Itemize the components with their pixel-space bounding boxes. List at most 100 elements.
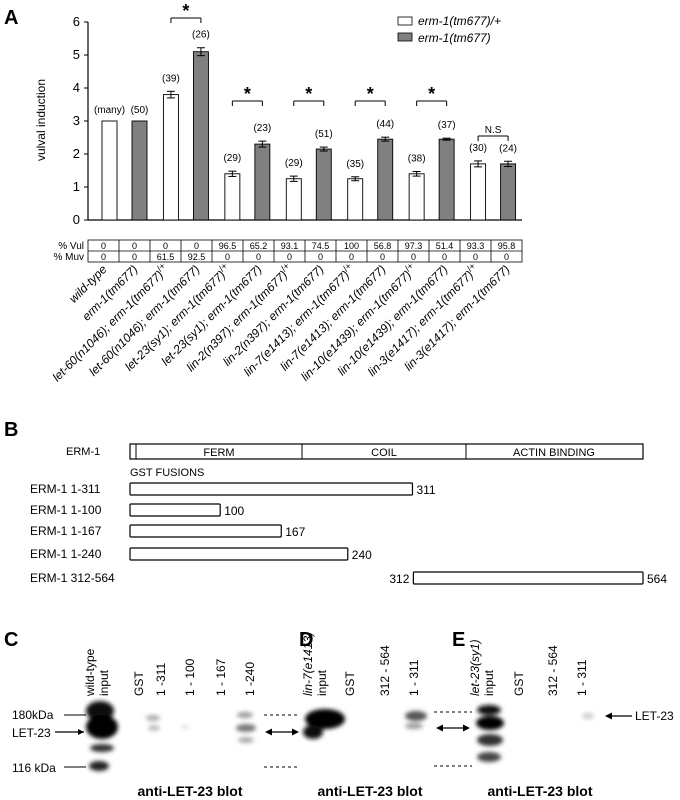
table-cell: 0	[473, 252, 478, 262]
lane-label: GST	[132, 671, 146, 696]
fusion-bar	[412, 571, 644, 585]
fusion-label: ERM-1 312-564	[30, 571, 115, 585]
significance-label: *	[367, 84, 374, 104]
sample-size-label: (29)	[223, 153, 241, 164]
table-row-label: % Vul	[58, 241, 84, 252]
lane-label: 1 - 311	[575, 659, 589, 696]
significance-label: *	[305, 84, 312, 104]
table-cell: 93.1	[281, 241, 299, 251]
bar	[377, 138, 394, 221]
bar	[347, 178, 364, 221]
table-cell: 96.5	[219, 241, 237, 251]
protein-label: ERM-1	[66, 446, 100, 458]
bar-chart: 0 1 2 3 4 5 6 (many) (50) (39) (26) (29) (23) (29) (51…	[48, 1, 523, 384]
y-tick-label: 1	[73, 179, 80, 194]
protein-bar	[129, 443, 644, 460]
sample-size-label: (39)	[162, 73, 180, 84]
table-cell: 0	[380, 252, 385, 262]
western-blots: 180kDa LET-23 116 kDa LET-23 anti-LET-23…	[12, 632, 674, 799]
blot-e-caption: anti-LET-23 blot	[488, 783, 593, 799]
table-cell: 95.8	[498, 241, 516, 251]
table-cell: 0	[132, 252, 137, 262]
panel-label-a: A	[4, 7, 18, 29]
bar	[101, 120, 118, 221]
lane-label-input: let-23(sy1)	[468, 639, 482, 696]
lane-label: 1 -240	[243, 662, 257, 696]
lane-label-input-suffix: input	[482, 669, 496, 696]
lane-label: 312 - 564	[546, 645, 560, 696]
bar	[162, 94, 179, 221]
table-cell: 0	[442, 252, 447, 262]
sample-size-label: (44)	[376, 119, 394, 130]
table-cell: 0	[132, 241, 137, 251]
lane-label: 1 - 100	[183, 658, 197, 696]
sample-size-label: (50)	[131, 105, 149, 116]
table-cell: 0	[349, 252, 354, 262]
sample-size-label: (29)	[285, 158, 303, 169]
bar	[470, 163, 487, 221]
bar	[224, 173, 241, 221]
sample-size-label: (35)	[346, 159, 364, 170]
y-tick-label: 2	[73, 146, 80, 161]
table-cell: 0	[101, 241, 106, 251]
lane-label-input: wild-type	[83, 648, 97, 697]
table-cell: 0	[194, 241, 199, 251]
table-cell: 0	[163, 241, 168, 251]
sample-size-label: (24)	[499, 143, 517, 154]
sample-size-label: (37)	[438, 120, 456, 131]
blot-d-caption: anti-LET-23 blot	[318, 783, 423, 799]
y-tick-label: 6	[73, 14, 80, 29]
bar	[500, 163, 517, 221]
table-cell: 65.2	[250, 241, 268, 251]
table-cell: 61.5	[157, 252, 175, 262]
bar	[131, 120, 148, 221]
significance-label: N.S	[485, 125, 502, 136]
lane-label-input: lin-7(e1413)	[301, 632, 315, 696]
marker-116kda: 116 kDa	[12, 761, 56, 775]
legend-label-homozygote: erm-1(tm677)	[418, 31, 491, 45]
table-cell: 56.8	[374, 241, 392, 251]
fusion-end-label: 100	[224, 504, 244, 518]
fusion-end-label: 167	[285, 525, 305, 539]
chart-legend: erm-1(tm677)/+ erm-1(tm677)	[397, 14, 501, 45]
sample-size-label: (26)	[192, 30, 210, 41]
category-label: let-60(n1046); erm-1(tm677)/+	[48, 261, 171, 384]
lane-label: 1 - 311	[407, 659, 421, 696]
bar	[285, 178, 302, 221]
domain-ferm: FERM	[203, 447, 234, 459]
fusion-label: ERM-1 1-240	[30, 547, 102, 561]
y-tick-label: 3	[73, 113, 80, 128]
fusion-bar	[129, 524, 282, 538]
fusion-bar	[129, 503, 221, 517]
fusion-end-label: 311	[416, 483, 435, 497]
panel-label-d: D	[299, 629, 313, 651]
bar	[438, 138, 455, 221]
table-cell: 100	[344, 241, 359, 251]
lane-label: GST	[512, 671, 526, 696]
fusion-bar	[129, 547, 349, 561]
lane-label-input-suffix: input	[97, 669, 111, 696]
table-cell: 51.4	[436, 241, 454, 251]
bar	[408, 173, 425, 221]
marker-180kda: 180kDa	[12, 708, 54, 722]
panel-label-b: B	[4, 419, 18, 441]
blot-c-image	[86, 700, 262, 774]
blot-c-caption: anti-LET-23 blot	[138, 783, 243, 799]
domain-schematic: ERM-1 FERM COIL ACTIN BINDING GST FUSION…	[30, 443, 667, 586]
table-cell: 0	[411, 252, 416, 262]
bar	[315, 148, 332, 221]
significance-label: *	[428, 84, 435, 104]
panel-label-c: C	[4, 629, 18, 651]
bar	[192, 51, 209, 221]
table-cell: 0	[101, 252, 106, 262]
table-cell: 0	[225, 252, 230, 262]
bar	[254, 143, 271, 221]
lane-label-input-suffix: input	[315, 669, 329, 696]
fusion-label: ERM-1 1-167	[30, 524, 102, 538]
lane-label: GST	[343, 671, 357, 696]
lane-label: 1 - 167	[214, 658, 228, 696]
lane-label: 312 - 564	[378, 645, 392, 696]
table-cell: 0	[318, 252, 323, 262]
legend-label-heterozygote: erm-1(tm677)/+	[418, 14, 501, 28]
